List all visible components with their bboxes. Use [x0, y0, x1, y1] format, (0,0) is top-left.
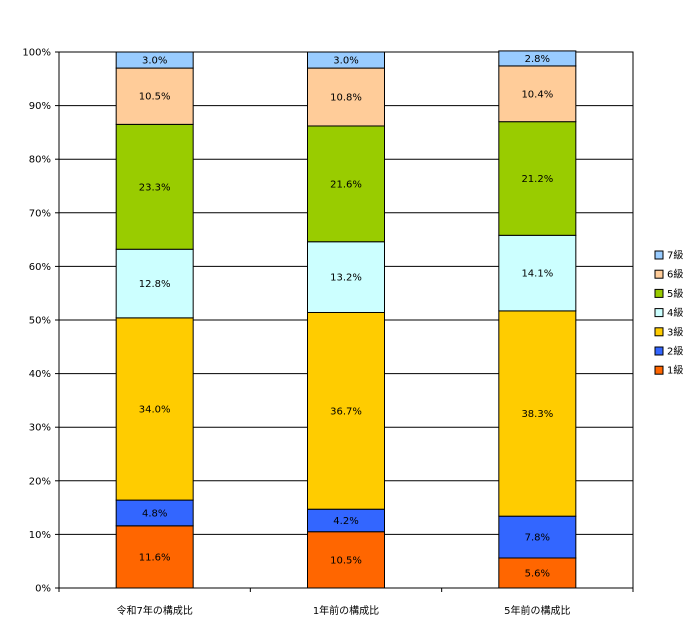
legend-label: 7級	[667, 249, 683, 262]
data-label: 3.0%	[142, 56, 167, 67]
bar-segment	[498, 121, 577, 236]
legend-label: 1級	[667, 364, 683, 377]
y-tick-label: 0%	[35, 584, 51, 595]
data-label: 10.8%	[330, 93, 362, 104]
y-tick-label: 20%	[29, 476, 51, 487]
bar-segment	[115, 525, 194, 589]
legend: 7級 6級 5級 4級 3級 2級 1級	[654, 249, 683, 377]
y-tick-label: 60%	[29, 262, 51, 273]
y-tick-label: 40%	[29, 369, 51, 380]
bar-segment	[307, 531, 385, 589]
data-label: 10.4%	[521, 89, 553, 100]
bar-segment	[498, 515, 577, 559]
y-tick-label: 80%	[29, 155, 51, 166]
data-label: 12.8%	[139, 279, 171, 290]
bar-segment	[115, 51, 194, 69]
bar-segment	[498, 310, 577, 517]
legend-swatch	[654, 365, 664, 375]
legend-swatch	[654, 269, 664, 279]
data-label: 3.0%	[333, 56, 358, 67]
bar-segment	[115, 67, 194, 125]
data-label: 10.5%	[330, 555, 362, 566]
legend-swatch	[654, 288, 664, 298]
y-tick-label: 70%	[29, 208, 51, 219]
bar-segment	[498, 50, 577, 67]
data-label: 34.0%	[139, 404, 171, 415]
legend-swatch	[654, 346, 664, 356]
bar-segment	[115, 248, 194, 319]
data-label: 21.2%	[521, 174, 553, 185]
legend-label: 5級	[667, 287, 683, 300]
data-label: 13.2%	[330, 273, 362, 284]
y-tick-label: 90%	[29, 101, 51, 112]
x-axis: 令和7年の構成比 1年前の構成比 5年前の構成比	[58, 588, 634, 617]
legend-swatch	[654, 308, 664, 318]
y-tick-label: 50%	[29, 316, 51, 327]
data-label: 10.5%	[139, 92, 171, 103]
data-label: 4.8%	[142, 508, 167, 519]
legend-label: 2級	[667, 345, 683, 358]
data-label: 2.8%	[525, 54, 550, 65]
x-category-label: 令和7年の構成比	[116, 604, 192, 617]
bar-segment	[115, 123, 194, 250]
data-label: 36.7%	[330, 406, 362, 417]
bar-segment	[498, 65, 577, 123]
data-label: 11.6%	[139, 552, 171, 563]
x-category-label: 5年前の構成比	[504, 604, 570, 617]
data-label: 21.6%	[330, 179, 362, 190]
data-label: 4.2%	[333, 516, 358, 527]
bar-segment	[498, 557, 577, 589]
bar-segment	[498, 234, 577, 312]
legend-swatch	[654, 327, 664, 337]
bars: 11.6% 4.8% 34.0% 12.8% 23.3% 10.5% 3.0% 10.5% 4.…	[115, 50, 577, 589]
bar-segment	[307, 241, 385, 313]
legend-label: 6級	[667, 268, 683, 281]
bar-segment	[307, 51, 385, 69]
y-axis-tick-labels: 0% 10% 20% 30% 40% 50% 60% 70% 80% 90% 100%	[22, 48, 51, 595]
y-tick-label: 10%	[29, 530, 51, 541]
y-tick-label: 100%	[22, 48, 51, 59]
bar-segment	[115, 317, 194, 501]
legend-label: 3級	[667, 325, 683, 338]
data-label: 38.3%	[521, 409, 553, 420]
x-category-label: 1年前の構成比	[313, 604, 379, 617]
legend-swatch	[654, 250, 664, 260]
bar-segment	[307, 311, 385, 510]
data-label: 23.3%	[139, 182, 171, 193]
bar-segment	[115, 499, 194, 527]
data-label: 5.6%	[525, 568, 550, 579]
data-label: 7.8%	[525, 533, 550, 544]
data-label: 14.1%	[521, 269, 553, 280]
bar-segment	[307, 125, 385, 243]
bar-segment	[307, 67, 385, 127]
legend-label: 4級	[667, 306, 683, 319]
y-tick-label: 30%	[29, 423, 51, 434]
